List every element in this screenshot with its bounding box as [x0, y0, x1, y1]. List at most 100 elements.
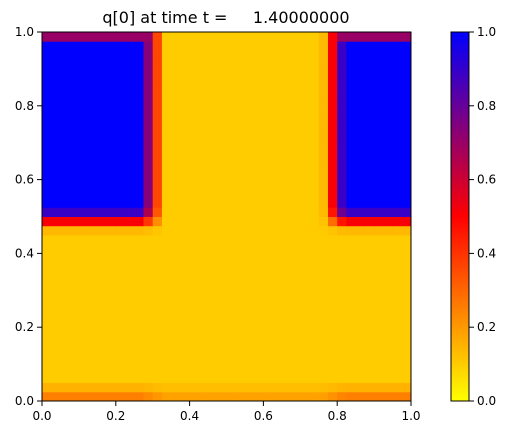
heatmap-cell: [309, 68, 320, 79]
heatmap-cell: [152, 124, 163, 134]
heatmap-cell: [291, 216, 301, 227]
heatmap-cell: [327, 41, 338, 51]
heatmap-cell: [309, 207, 320, 217]
heatmap-cell: [152, 207, 163, 217]
heatmap-cell: [226, 336, 237, 347]
heatmap-cell: [51, 151, 61, 162]
heatmap-cell: [161, 345, 172, 356]
heatmap-cell: [327, 133, 338, 144]
heatmap-cell: [189, 244, 200, 254]
heatmap-cell: [374, 327, 384, 337]
heatmap-cell: [244, 308, 255, 319]
heatmap-cell: [97, 124, 108, 134]
heatmap-cell: [217, 161, 227, 171]
heatmap-cell: [60, 391, 71, 402]
heatmap-cell: [235, 179, 246, 190]
heatmap-cell: [346, 151, 357, 162]
heatmap-cell: [51, 124, 61, 134]
heatmap-cell: [171, 262, 181, 273]
heatmap-cell: [346, 327, 357, 337]
heatmap-cell: [106, 391, 117, 402]
heatmap-cell: [88, 59, 98, 70]
heatmap-cell: [309, 32, 320, 42]
heatmap-cell: [152, 290, 163, 301]
heatmap-cell: [355, 161, 366, 171]
heatmap-cell: [115, 87, 126, 98]
heatmap-cell: [180, 382, 191, 393]
heatmap-cell: [60, 179, 71, 190]
heatmap-cell: [364, 188, 375, 199]
heatmap-cell: [78, 373, 89, 384]
heatmap-cell: [254, 373, 264, 384]
heatmap-cell: [143, 308, 154, 319]
heatmap-cell: [254, 216, 264, 227]
heatmap-cell: [364, 96, 375, 107]
heatmap-cell: [134, 336, 144, 347]
heatmap-cell: [355, 281, 366, 291]
heatmap-cell: [401, 198, 412, 208]
heatmap-cell: [106, 216, 117, 227]
heatmap-cell: [208, 290, 218, 301]
heatmap-cell: [300, 391, 311, 402]
heatmap-cell: [143, 124, 154, 134]
heatmap-cell: [189, 78, 200, 88]
heatmap-cell: [60, 59, 71, 70]
heatmap-cell: [346, 299, 357, 310]
heatmap-cell: [401, 68, 412, 79]
heatmap-cell: [327, 345, 338, 356]
heatmap-cell: [392, 115, 403, 125]
heatmap-cell: [198, 391, 209, 402]
heatmap-cell: [401, 308, 412, 319]
heatmap-cell: [115, 32, 126, 42]
heatmap-cell: [180, 188, 191, 199]
heatmap-cell: [51, 354, 61, 365]
heatmap-cell: [244, 124, 255, 134]
heatmap-cell: [272, 87, 283, 98]
heatmap-cell: [281, 253, 292, 264]
heatmap-cell: [88, 96, 98, 107]
heatmap-cell: [134, 105, 144, 116]
heatmap-cell: [383, 96, 394, 107]
heatmap-cell: [300, 142, 311, 153]
heatmap-cell: [115, 50, 126, 61]
heatmap-cell: [171, 382, 181, 393]
heatmap-cell: [300, 32, 311, 42]
heatmap-cell: [346, 96, 357, 107]
heatmap-cell: [125, 133, 135, 144]
heatmap-cell: [364, 253, 375, 264]
heatmap-cell: [263, 133, 274, 144]
heatmap-cell: [106, 96, 117, 107]
heatmap-cell: [337, 68, 347, 79]
heatmap-cell: [337, 105, 347, 116]
heatmap-cell: [401, 299, 412, 310]
heatmap-cell: [392, 32, 403, 42]
heatmap-cell: [364, 78, 375, 88]
heatmap-cell: [88, 142, 98, 153]
heatmap-cell: [69, 188, 80, 199]
heatmap-cell: [88, 216, 98, 227]
heatmap-cell: [189, 327, 200, 337]
heatmap-cell: [106, 364, 117, 374]
heatmap-cell: [374, 262, 384, 273]
heatmap-cell: [143, 207, 154, 217]
heatmap-cell: [364, 59, 375, 70]
heatmap-cell: [106, 179, 117, 190]
heatmap-cell: [392, 327, 403, 337]
heatmap-cell: [355, 133, 366, 144]
heatmap-cell: [69, 78, 80, 88]
heatmap-cell: [189, 234, 200, 245]
heatmap-cell: [189, 124, 200, 134]
heatmap-cell: [300, 290, 311, 301]
heatmap-cell: [180, 151, 191, 162]
heatmap-cell: [161, 179, 172, 190]
heatmap-cell: [97, 253, 108, 264]
heatmap-cell: [78, 105, 89, 116]
heatmap-cell: [97, 244, 108, 254]
heatmap-cell: [364, 391, 375, 402]
heatmap-cell: [281, 161, 292, 171]
heatmap-cell: [208, 225, 218, 236]
heatmap-cell: [355, 354, 366, 365]
heatmap-cell: [69, 336, 80, 347]
heatmap-cell: [180, 345, 191, 356]
heatmap-cell: [180, 41, 191, 51]
